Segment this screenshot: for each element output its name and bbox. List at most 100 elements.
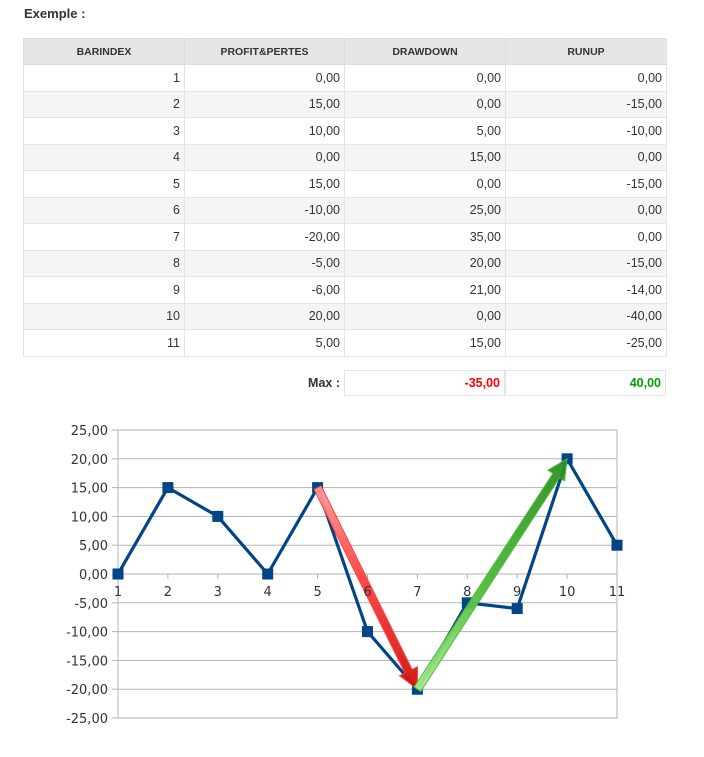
y-tick-label: 15,00 bbox=[71, 482, 108, 497]
x-tick-label: 10 bbox=[559, 585, 576, 600]
cell-runup: 0,00 bbox=[505, 144, 667, 171]
cell-drawdown: 20,00 bbox=[344, 250, 506, 277]
cell-runup: 0,00 bbox=[505, 223, 667, 251]
cell-drawdown: 35,00 bbox=[344, 223, 506, 251]
y-tick-label: -25,00 bbox=[66, 712, 108, 727]
data-point-marker bbox=[262, 568, 274, 580]
drawdown-arrow bbox=[313, 485, 418, 691]
x-tick-label: 4 bbox=[264, 585, 272, 600]
data-point-marker bbox=[112, 568, 124, 580]
y-tick-label: 25,00 bbox=[71, 424, 108, 439]
cell-barindex: 10 bbox=[23, 303, 185, 330]
table-row: 8 -5,00 20,00 -15,00 bbox=[23, 250, 667, 277]
data-point-marker bbox=[511, 603, 523, 615]
cell-profit-pertes: -10,00 bbox=[184, 197, 345, 224]
cell-runup: -15,00 bbox=[505, 91, 667, 118]
cell-barindex: 2 bbox=[23, 91, 185, 118]
x-tick-label: 11 bbox=[609, 585, 626, 600]
gridlines bbox=[118, 458, 617, 690]
cell-runup: -14,00 bbox=[505, 276, 667, 304]
cell-runup: -15,00 bbox=[505, 170, 667, 198]
table-header-row: BARINDEX PROFIT&PERTES DRAWDOWN RUNUP bbox=[23, 38, 667, 65]
table-row: 6 -10,00 25,00 0,00 bbox=[23, 197, 667, 224]
cell-barindex: 6 bbox=[23, 197, 185, 224]
y-tick-label: -10,00 bbox=[66, 626, 108, 641]
cell-runup: -25,00 bbox=[505, 329, 667, 357]
x-tick-label: 3 bbox=[214, 585, 222, 600]
cell-profit-pertes: 15,00 bbox=[184, 91, 345, 118]
cell-runup: -15,00 bbox=[505, 250, 667, 277]
cell-profit-pertes: 10,00 bbox=[184, 117, 345, 145]
cell-drawdown: 15,00 bbox=[344, 144, 506, 171]
column-header-profit-pertes: PROFIT&PERTES bbox=[184, 38, 345, 65]
data-point-marker bbox=[362, 626, 373, 638]
results-table: BARINDEX PROFIT&PERTES DRAWDOWN RUNUP 1 … bbox=[23, 38, 667, 357]
cell-barindex: 9 bbox=[23, 276, 185, 304]
cell-profit-pertes: -6,00 bbox=[184, 276, 345, 304]
y-tick-label: 0,00 bbox=[79, 568, 108, 583]
x-tick-label: 9 bbox=[513, 585, 521, 600]
cell-drawdown: 0,00 bbox=[344, 170, 506, 198]
cell-runup: 0,00 bbox=[505, 64, 667, 92]
y-tick-label: 20,00 bbox=[71, 453, 108, 468]
table-row: 5 15,00 0,00 -15,00 bbox=[23, 170, 667, 198]
cell-drawdown: 15,00 bbox=[344, 329, 506, 357]
table-row: 4 0,00 15,00 0,00 bbox=[23, 144, 667, 171]
cell-barindex: 4 bbox=[23, 144, 185, 171]
cell-profit-pertes: 20,00 bbox=[184, 303, 345, 330]
data-point-marker bbox=[212, 510, 224, 522]
cell-drawdown: 25,00 bbox=[344, 197, 506, 224]
data-point-marker bbox=[611, 539, 623, 551]
cell-barindex: 8 bbox=[23, 250, 185, 277]
cell-barindex: 5 bbox=[23, 170, 185, 198]
y-tick-label: -15,00 bbox=[66, 654, 108, 669]
column-header-runup: RUNUP bbox=[505, 38, 667, 65]
y-tick-label: -20,00 bbox=[66, 683, 108, 698]
max-runup-value: 40,00 bbox=[505, 370, 666, 396]
y-tick-label: 10,00 bbox=[71, 510, 108, 525]
max-label: Max : bbox=[308, 376, 340, 390]
x-tick-label: 7 bbox=[413, 585, 421, 600]
cell-barindex: 11 bbox=[23, 329, 185, 357]
cell-barindex: 1 bbox=[23, 64, 185, 92]
annotation-arrows bbox=[313, 457, 568, 693]
cell-profit-pertes: 5,00 bbox=[184, 329, 345, 357]
cell-barindex: 7 bbox=[23, 223, 185, 251]
table-row: 10 20,00 0,00 -40,00 bbox=[23, 303, 667, 330]
cell-drawdown: 0,00 bbox=[344, 91, 506, 118]
table-row: 1 0,00 0,00 0,00 bbox=[23, 64, 667, 92]
cell-drawdown: 5,00 bbox=[344, 117, 506, 145]
cell-profit-pertes: 15,00 bbox=[184, 170, 345, 198]
cell-profit-pertes: -20,00 bbox=[184, 223, 345, 251]
table-row: 9 -6,00 21,00 -14,00 bbox=[23, 276, 667, 304]
tick-labels: 25,00 20,00 15,00 10,00 5,00 0,00 -5,00 -10,00 -… bbox=[66, 424, 625, 727]
example-heading: Exemple : bbox=[24, 6, 86, 21]
table-row: 2 15,00 0,00 -15,00 bbox=[23, 91, 667, 118]
column-header-barindex: BARINDEX bbox=[23, 38, 185, 65]
cell-runup: -40,00 bbox=[505, 303, 667, 330]
x-tick-label: 6 bbox=[363, 585, 371, 600]
cell-runup: -10,00 bbox=[505, 117, 667, 145]
column-header-drawdown: DRAWDOWN bbox=[344, 38, 506, 65]
max-drawdown-value: -35,00 bbox=[344, 370, 505, 396]
x-tick-label: 2 bbox=[164, 585, 172, 600]
arrow-shape bbox=[313, 485, 418, 691]
table-row: 11 5,00 15,00 -25,00 bbox=[23, 329, 667, 357]
cell-profit-pertes: 0,00 bbox=[184, 64, 345, 92]
y-tick-label: -5,00 bbox=[74, 597, 108, 612]
cell-profit-pertes: -5,00 bbox=[184, 250, 345, 277]
cell-drawdown: 0,00 bbox=[344, 303, 506, 330]
x-tick-label: 5 bbox=[313, 585, 321, 600]
cell-drawdown: 21,00 bbox=[344, 276, 506, 304]
profit-loss-line-chart: 25,00 20,00 15,00 10,00 5,00 0,00 -5,00 -10,00 -… bbox=[66, 424, 625, 727]
cell-drawdown: 0,00 bbox=[344, 64, 506, 92]
table-row: 7 -20,00 35,00 0,00 bbox=[23, 223, 667, 251]
runup-arrow bbox=[413, 457, 568, 693]
y-tick-label: 5,00 bbox=[79, 539, 108, 554]
table-row: 3 10,00 5,00 -10,00 bbox=[23, 117, 667, 145]
cell-barindex: 3 bbox=[23, 117, 185, 145]
data-point-marker bbox=[162, 482, 174, 494]
cell-runup: 0,00 bbox=[505, 197, 667, 224]
x-tick-label: 1 bbox=[114, 585, 122, 600]
data-point-marker bbox=[461, 597, 473, 609]
